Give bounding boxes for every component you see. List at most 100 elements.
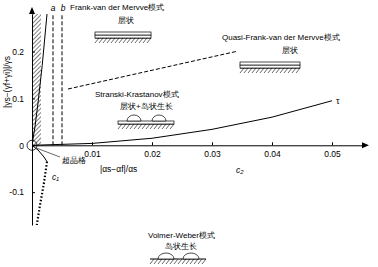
substrate-hatch <box>194 259 198 264</box>
substrate-hatch <box>134 124 138 129</box>
tick-label: -0.1 <box>9 187 24 197</box>
annotation: Frank-van der Mervve模式 <box>70 3 164 12</box>
x-axis-title: |αs−αf|/αs <box>100 164 137 174</box>
film-layer <box>240 65 300 68</box>
substrate-hatch <box>127 38 131 43</box>
schematics <box>95 32 300 264</box>
substrate-hatch <box>99 38 103 43</box>
shaded-region <box>32 14 41 145</box>
substrate-hatch <box>154 259 158 264</box>
substrate-hatch <box>244 68 248 73</box>
annotation: 层状+岛状生长 <box>120 102 173 111</box>
substrate-hatch <box>130 124 134 129</box>
series-line <box>53 14 54 145</box>
tick: 0.03 <box>204 142 221 159</box>
substrate-hatch <box>115 38 119 43</box>
annotation: 超晶格 <box>62 156 86 165</box>
substrate-hatch <box>119 38 123 43</box>
axis-line <box>32 15 33 226</box>
series-line <box>68 52 236 90</box>
annotation: 岛状生长 <box>165 242 197 251</box>
substrate-hatch <box>166 259 170 264</box>
tick: 0.01 <box>84 142 101 159</box>
annotation: Volmer-Weber模式 <box>148 231 215 240</box>
substrate-hatch <box>174 259 178 264</box>
substrate-hatch <box>256 68 260 73</box>
tick-label: 0.03 <box>204 149 221 159</box>
substrate-hatch <box>288 68 292 73</box>
film-island <box>183 253 199 259</box>
substrate-hatch <box>158 124 162 129</box>
substrate-hatch <box>135 38 139 43</box>
substrate-hatch <box>240 68 244 73</box>
tick-label: 0.01 <box>84 149 101 159</box>
substrate-hatch <box>252 68 256 73</box>
substrate-hatch <box>170 259 174 264</box>
tick-mark <box>92 142 93 145</box>
substrate-hatch <box>268 68 272 73</box>
tick-mark <box>32 145 35 146</box>
substrate-hatch <box>139 38 143 43</box>
substrate-hatch <box>260 68 264 73</box>
axis-arrow <box>29 7 35 14</box>
y-axis: -0.1 0 0.1 0.2 <box>9 15 35 226</box>
substrate-hatch <box>248 68 252 73</box>
substrate-hatch <box>147 38 151 43</box>
substrate-hatch <box>280 68 284 73</box>
series-label: b <box>61 3 66 13</box>
tick: 0.05 <box>324 142 341 159</box>
y-axis-title: |γs−(γf+γi)|/γs <box>2 56 12 108</box>
pointer <box>37 148 60 157</box>
tick-label: 0 <box>19 141 24 151</box>
axis-arrow <box>362 142 369 148</box>
substrate-hatch <box>150 259 154 264</box>
substrate-hatch <box>284 68 288 73</box>
tick-mark <box>272 142 273 145</box>
axis-line <box>33 145 363 146</box>
tick-label: 0.2 <box>12 47 24 57</box>
tick-label: 0.02 <box>144 149 161 159</box>
substrate-hatch <box>142 124 146 129</box>
substrate-hatch <box>131 38 135 43</box>
annotation: 层状 <box>118 16 134 25</box>
substrate-hatch <box>296 68 300 73</box>
substrate-hatch <box>182 259 186 264</box>
annotation: 层状 <box>282 46 298 55</box>
tick-label: 0.05 <box>324 149 341 159</box>
substrate-hatch <box>122 124 126 129</box>
tick: 0.02 <box>144 142 161 159</box>
series-label: a <box>51 3 56 13</box>
film-island <box>127 115 141 121</box>
substrate-hatch <box>126 124 130 129</box>
tick-label: 0.1 <box>12 94 24 104</box>
substrate-hatch <box>276 68 280 73</box>
series-line <box>32 101 332 146</box>
film-layer <box>95 35 151 38</box>
substrate-hatch <box>158 259 162 264</box>
tick-mark <box>32 98 35 99</box>
substrate-hatch <box>166 124 170 129</box>
substrate-hatch <box>103 38 107 43</box>
substrate-hatch <box>198 259 202 264</box>
substrate-hatch <box>107 38 111 43</box>
substrate-hatch <box>202 259 206 264</box>
substrate-hatch <box>162 259 166 264</box>
substrate-hatch <box>264 68 268 73</box>
substrate-hatch <box>118 124 122 129</box>
series-line <box>37 162 47 225</box>
film-island <box>152 115 166 121</box>
tick: -0.1 <box>9 187 35 197</box>
tick-mark <box>212 142 213 145</box>
film-layer <box>118 121 174 124</box>
tick-mark <box>32 52 35 53</box>
series-line <box>32 145 47 161</box>
substrate-hatch <box>111 38 115 43</box>
tick: 0.2 <box>12 47 35 57</box>
chart: 0.010.020.030.040.05-0.100.10.2|αs−αf|/α… <box>0 0 378 267</box>
film-layer <box>95 32 151 35</box>
tick-mark <box>32 192 35 193</box>
plot-area <box>32 14 332 225</box>
substrate-hatch <box>190 259 194 264</box>
substrate-hatch <box>272 68 276 73</box>
annotation: Stranski-Krastanov模式 <box>95 90 179 99</box>
